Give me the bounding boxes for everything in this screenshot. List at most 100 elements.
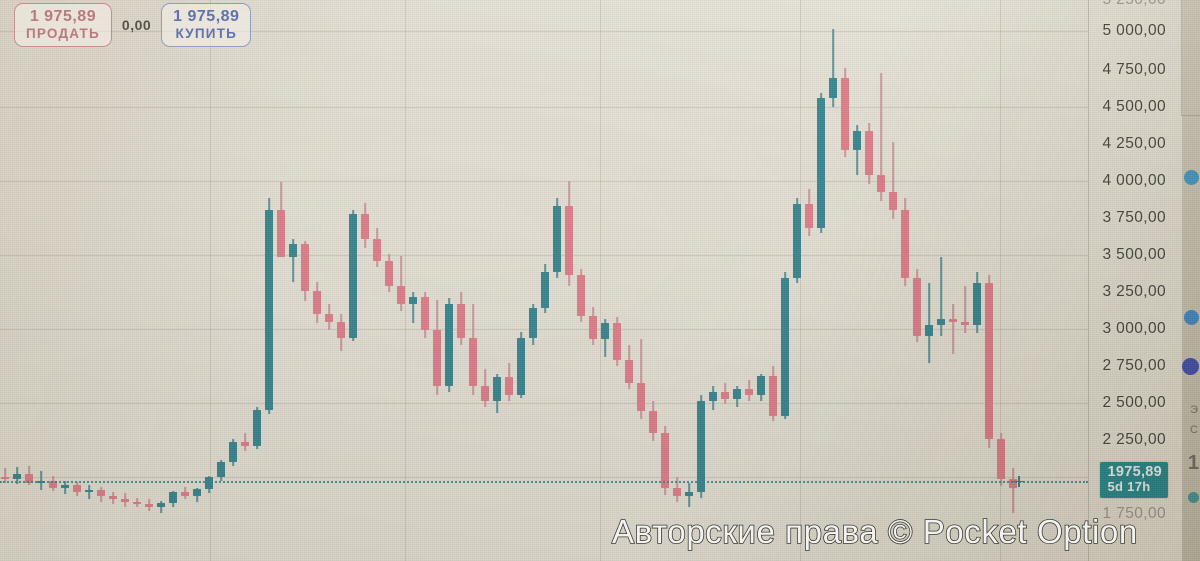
candle-body (313, 290, 321, 315)
candle-bullish (529, 0, 537, 561)
candle-bearish (625, 0, 633, 561)
candle-bullish (733, 0, 741, 561)
candle-body (289, 243, 297, 257)
candle-body (649, 411, 657, 434)
sell-label: ПРОДАТЬ (26, 25, 100, 41)
candle-bearish (433, 0, 441, 561)
candle-bullish (937, 0, 945, 561)
candle-body (145, 503, 153, 507)
candle-body (181, 491, 189, 497)
gridline-horizontal (0, 403, 1088, 404)
gridline-vertical (1000, 0, 1001, 561)
price-axis[interactable]: 5 250,00 5 000,00 4 750,00 4 500,00 4 250,00… (1088, 0, 1200, 561)
candle-body (721, 392, 729, 400)
candle-wick (412, 292, 414, 324)
candle-body (673, 487, 681, 497)
gridline-horizontal (0, 107, 1088, 108)
candle-bullish (757, 0, 765, 561)
candle-wick (160, 500, 162, 513)
order-bar[interactable]: 1 975,89 ПРОДАТЬ 0,00 1 975,89 КУПИТЬ (14, 3, 252, 48)
candle-bullish (517, 0, 525, 561)
candle-bearish (745, 0, 753, 561)
candle-bearish (865, 0, 873, 561)
price-axis-tick: 2 250,00 (1102, 431, 1166, 448)
sidebar-panel-top (1181, 0, 1200, 116)
candle-body (637, 383, 645, 412)
candle-wick (40, 471, 42, 490)
buy-button[interactable]: 1 975,89 КУПИТЬ (161, 3, 252, 48)
axis-separator (1088, 0, 1089, 561)
candle-bullish (829, 0, 837, 561)
candle-body (769, 375, 777, 416)
price-axis-tick: 4 250,00 (1102, 135, 1166, 152)
gridline-vertical (210, 0, 211, 561)
candle-bearish (181, 0, 189, 561)
candle-wick (244, 433, 246, 451)
right-sidebar[interactable]: Э С 1 (1181, 0, 1200, 561)
candle-bullish (817, 0, 825, 561)
candle-bearish (985, 0, 993, 561)
candle-bearish (421, 0, 429, 561)
candle-body (985, 283, 993, 440)
candle-wick (928, 283, 930, 363)
candle-body (781, 277, 789, 416)
candle-bullish (217, 0, 225, 561)
candle-body (757, 375, 765, 396)
candle-wick (4, 468, 6, 484)
candle-body (73, 485, 81, 492)
candle-bearish (961, 0, 969, 561)
circle-teal-small-icon[interactable] (1188, 492, 1199, 503)
gridline-horizontal (0, 477, 1088, 478)
buy-price: 1 975,89 (173, 8, 240, 25)
candle-body (961, 321, 969, 325)
candle-body (697, 400, 705, 492)
candle-body (841, 77, 849, 150)
candle-bullish (973, 0, 981, 561)
candle-body (685, 491, 693, 497)
candle-bearish (481, 0, 489, 561)
candle-bearish (313, 0, 321, 561)
candle-body (493, 377, 501, 401)
candle-bullish (445, 0, 453, 561)
circle-teal-icon[interactable] (1184, 170, 1199, 185)
candle-body (409, 297, 417, 304)
candle-body (553, 205, 561, 272)
candle-body (361, 214, 369, 240)
candle-body (817, 98, 825, 228)
circle-indigo-icon[interactable] (1182, 358, 1199, 375)
current-price-value: 1975,89 (1107, 464, 1162, 480)
candle-wick (952, 303, 954, 354)
sell-price: 1 975,89 (29, 8, 97, 25)
price-axis-tick: 2 750,00 (1102, 357, 1166, 374)
candle-bullish (541, 0, 549, 561)
candle-bullish (61, 0, 69, 561)
candle-body (301, 243, 309, 291)
gridline-horizontal (0, 181, 1088, 182)
candle-body (889, 192, 897, 210)
candle-bearish (397, 0, 405, 561)
candle-bullish (493, 0, 501, 561)
buy-label: КУПИТЬ (175, 25, 238, 41)
candle-body (433, 330, 441, 387)
circle-blue-icon[interactable] (1184, 310, 1199, 325)
candle-bearish (673, 0, 681, 561)
candle-bearish (505, 0, 513, 561)
candle-bearish (241, 0, 249, 561)
candle-body (541, 271, 549, 309)
candle-body (793, 204, 801, 278)
candle-bearish (613, 0, 621, 561)
candle-bearish (469, 0, 477, 561)
candle-body (337, 321, 345, 338)
candle-body (157, 502, 165, 507)
sell-button[interactable]: 1 975,89 ПРОДАТЬ (14, 3, 112, 48)
candle-body (517, 337, 525, 396)
current-price-line (0, 480, 1088, 483)
sidebar-text-one: 1 (1187, 452, 1199, 474)
candle-body (505, 377, 513, 396)
price-axis-tick: 5 250,00 (1102, 0, 1166, 9)
candle-body (937, 318, 945, 325)
chart-plot-area[interactable] (0, 0, 1088, 561)
candle-wick (280, 182, 282, 219)
candle-wick (856, 124, 858, 175)
candle-bearish (949, 0, 957, 561)
